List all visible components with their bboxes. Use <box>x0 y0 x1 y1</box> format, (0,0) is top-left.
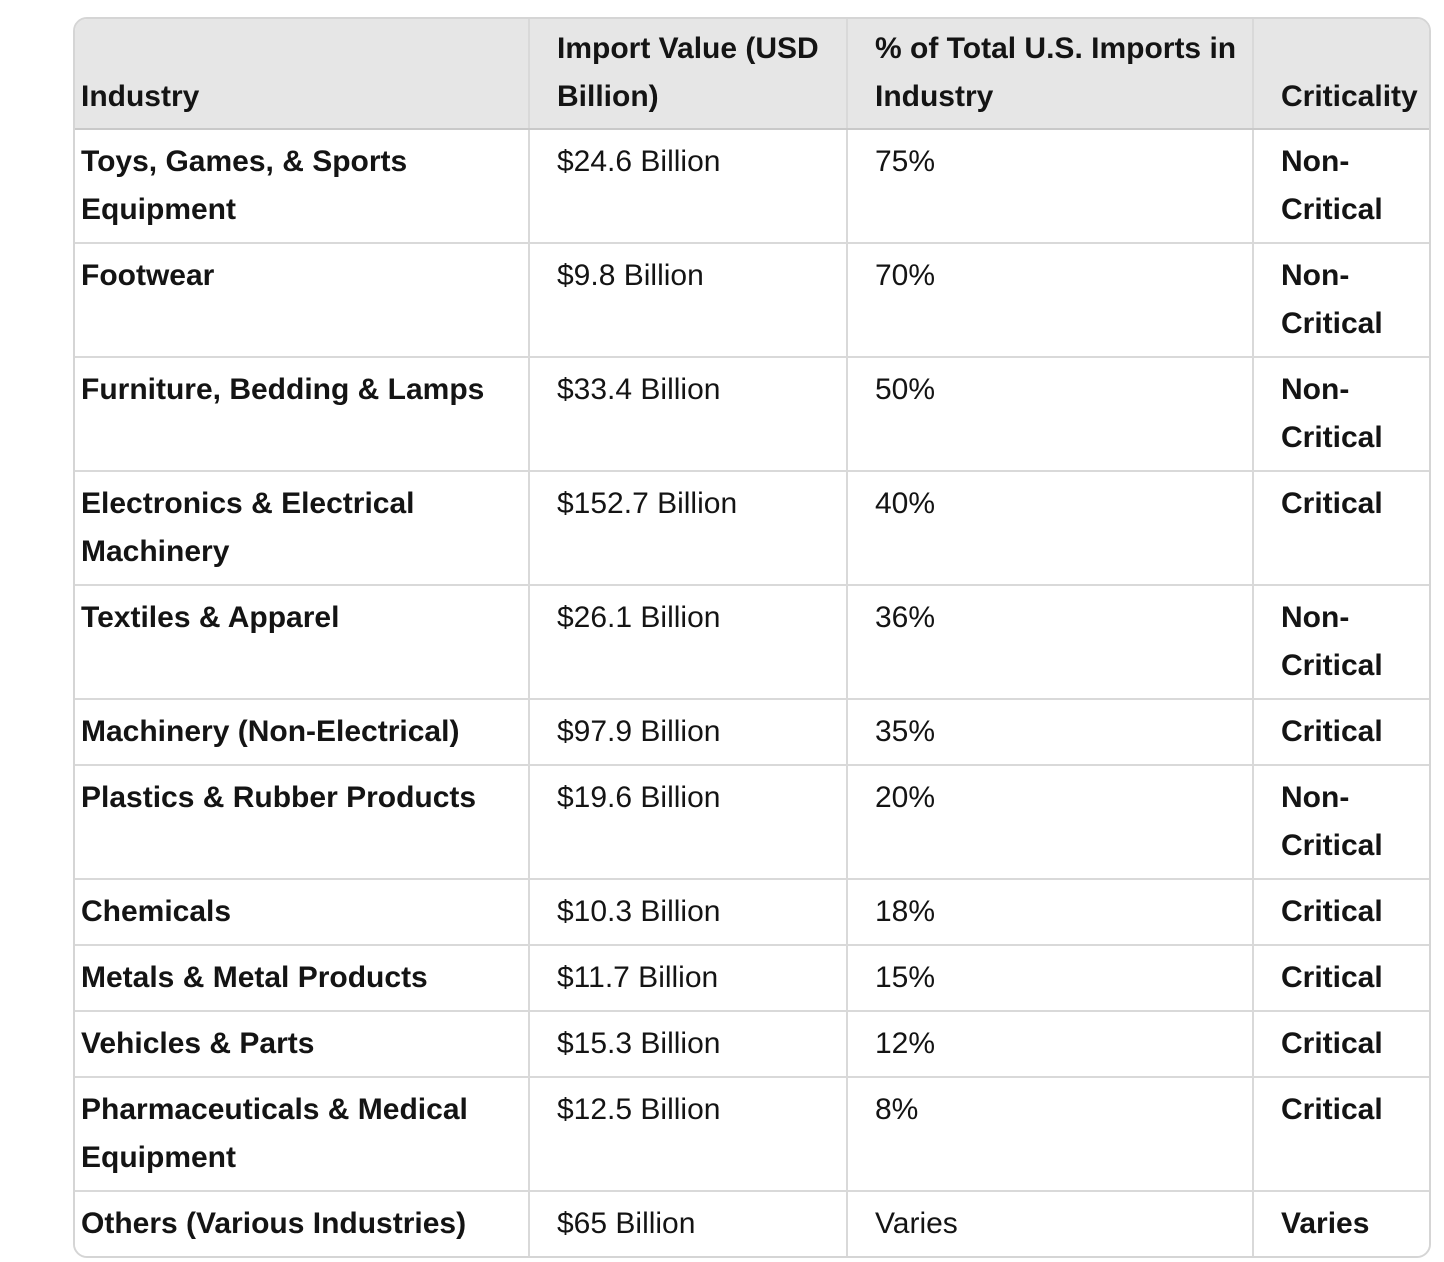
industry-cell: Vehicles & Parts <box>75 1010 529 1077</box>
criticality-cell: Non-Critical <box>1252 356 1429 471</box>
pct-of-imports-cell: 35% <box>846 698 1253 765</box>
column-header-criticality: Criticality <box>1252 19 1429 130</box>
import-value-cell: $15.3 Billion <box>528 1010 847 1077</box>
pct-of-imports-cell: 40% <box>846 470 1253 585</box>
import-value-cell: $10.3 Billion <box>528 878 847 945</box>
criticality-cell: Non-Critical <box>1252 584 1429 699</box>
industry-cell: Furniture, Bedding & Lamps <box>75 356 529 471</box>
industry-cell: Chemicals <box>75 878 529 945</box>
pct-of-imports-cell: 20% <box>846 764 1253 879</box>
pct-of-imports-cell: 50% <box>846 356 1253 471</box>
import-value-cell: $97.9 Billion <box>528 698 847 765</box>
criticality-cell: Critical <box>1252 1076 1429 1191</box>
import-value-cell: $152.7 Billion <box>528 470 847 585</box>
criticality-cell: Non-Critical <box>1252 764 1429 879</box>
imports-table-container: Industry Import Value (USD Billion) % of… <box>73 17 1431 1258</box>
import-value-cell: $19.6 Billion <box>528 764 847 879</box>
industry-cell: Toys, Games, & Sports Equipment <box>75 129 529 243</box>
pct-of-imports-cell: 36% <box>846 584 1253 699</box>
pct-of-imports-cell: 75% <box>846 129 1253 243</box>
table-row: Machinery (Non-Electrical) $97.9 Billion… <box>75 698 1429 765</box>
criticality-cell: Critical <box>1252 698 1429 765</box>
pct-of-imports-cell: 8% <box>846 1076 1253 1191</box>
criticality-cell: Critical <box>1252 944 1429 1011</box>
import-value-cell: $26.1 Billion <box>528 584 847 699</box>
table-row: Textiles & Apparel $26.1 Billion 36% Non… <box>75 584 1429 699</box>
column-header-import-value: Import Value (USD Billion) <box>528 19 847 130</box>
table-body: Toys, Games, & Sports Equipment $24.6 Bi… <box>75 129 1429 1256</box>
import-value-cell: $33.4 Billion <box>528 356 847 471</box>
industry-cell: Electronics & Electrical Machinery <box>75 470 529 585</box>
industry-cell: Others (Various Industries) <box>75 1190 529 1256</box>
criticality-cell: Critical <box>1252 1010 1429 1077</box>
industry-cell: Machinery (Non-Electrical) <box>75 698 529 765</box>
table-header: Industry Import Value (USD Billion) % of… <box>75 19 1429 130</box>
column-header-industry: Industry <box>75 19 529 130</box>
table-row: Toys, Games, & Sports Equipment $24.6 Bi… <box>75 129 1429 243</box>
pct-of-imports-cell: Varies <box>846 1190 1253 1256</box>
header-row: Industry Import Value (USD Billion) % of… <box>75 19 1429 130</box>
criticality-cell: Varies <box>1252 1190 1429 1256</box>
pct-of-imports-cell: 12% <box>846 1010 1253 1077</box>
table-row: Chemicals $10.3 Billion 18% Critical <box>75 878 1429 945</box>
pct-of-imports-cell: 70% <box>846 242 1253 357</box>
industry-cell: Pharmaceuticals & Medical Equipment <box>75 1076 529 1191</box>
industry-cell: Textiles & Apparel <box>75 584 529 699</box>
import-value-cell: $11.7 Billion <box>528 944 847 1011</box>
imports-table: Industry Import Value (USD Billion) % of… <box>75 19 1429 1256</box>
criticality-cell: Critical <box>1252 470 1429 585</box>
pct-of-imports-cell: 15% <box>846 944 1253 1011</box>
import-value-cell: $9.8 Billion <box>528 242 847 357</box>
table-row: Others (Various Industries) $65 Billion … <box>75 1190 1429 1256</box>
import-value-cell: $12.5 Billion <box>528 1076 847 1191</box>
table-row: Vehicles & Parts $15.3 Billion 12% Criti… <box>75 1010 1429 1077</box>
table-row: Electronics & Electrical Machinery $152.… <box>75 470 1429 585</box>
table-row: Footwear $9.8 Billion 70% Non-Critical <box>75 242 1429 357</box>
table-row: Plastics & Rubber Products $19.6 Billion… <box>75 764 1429 879</box>
table-row: Metals & Metal Products $11.7 Billion 15… <box>75 944 1429 1011</box>
criticality-cell: Critical <box>1252 878 1429 945</box>
industry-cell: Plastics & Rubber Products <box>75 764 529 879</box>
criticality-cell: Non-Critical <box>1252 129 1429 243</box>
industry-cell: Metals & Metal Products <box>75 944 529 1011</box>
industry-cell: Footwear <box>75 242 529 357</box>
table-row: Furniture, Bedding & Lamps $33.4 Billion… <box>75 356 1429 471</box>
column-header-pct-of-imports: % of Total U.S. Imports in Industry <box>846 19 1253 130</box>
import-value-cell: $24.6 Billion <box>528 129 847 243</box>
pct-of-imports-cell: 18% <box>846 878 1253 945</box>
table-row: Pharmaceuticals & Medical Equipment $12.… <box>75 1076 1429 1191</box>
import-value-cell: $65 Billion <box>528 1190 847 1256</box>
criticality-cell: Non-Critical <box>1252 242 1429 357</box>
